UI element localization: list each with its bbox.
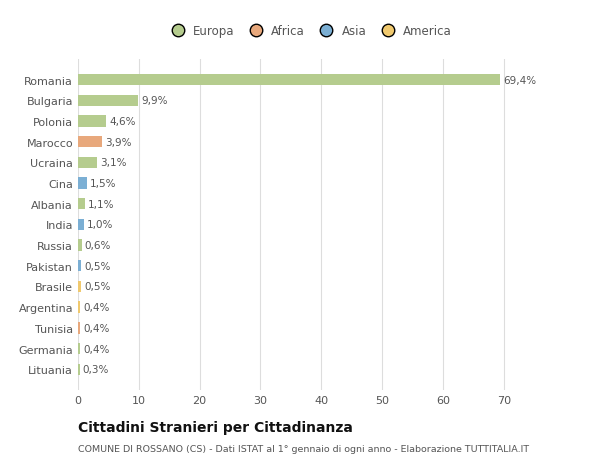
- Text: 3,9%: 3,9%: [105, 137, 131, 147]
- Bar: [78, 323, 80, 334]
- Text: 0,4%: 0,4%: [83, 302, 110, 313]
- Text: 0,4%: 0,4%: [83, 344, 110, 354]
- Text: 0,4%: 0,4%: [83, 323, 110, 333]
- Text: 0,5%: 0,5%: [84, 282, 110, 292]
- Bar: [78, 95, 138, 106]
- Text: 9,9%: 9,9%: [141, 96, 168, 106]
- Text: 1,5%: 1,5%: [90, 179, 116, 189]
- Bar: [78, 219, 84, 230]
- Text: 1,1%: 1,1%: [88, 199, 114, 209]
- Text: 4,6%: 4,6%: [109, 117, 136, 127]
- Bar: [78, 261, 81, 272]
- Text: 3,1%: 3,1%: [100, 158, 127, 168]
- Text: 69,4%: 69,4%: [503, 75, 536, 85]
- Text: 0,3%: 0,3%: [83, 364, 109, 375]
- Bar: [78, 343, 80, 354]
- Bar: [78, 75, 500, 86]
- Bar: [78, 157, 97, 168]
- Text: 0,5%: 0,5%: [84, 261, 110, 271]
- Bar: [78, 137, 102, 148]
- Text: 1,0%: 1,0%: [87, 220, 113, 230]
- Text: 0,6%: 0,6%: [85, 241, 111, 251]
- Bar: [78, 364, 80, 375]
- Bar: [78, 281, 81, 292]
- Bar: [78, 199, 85, 210]
- Bar: [78, 302, 80, 313]
- Legend: Europa, Africa, Asia, America: Europa, Africa, Asia, America: [164, 22, 454, 40]
- Bar: [78, 240, 82, 251]
- Bar: [78, 116, 106, 127]
- Bar: [78, 178, 87, 189]
- Text: Cittadini Stranieri per Cittadinanza: Cittadini Stranieri per Cittadinanza: [78, 420, 353, 434]
- Text: COMUNE DI ROSSANO (CS) - Dati ISTAT al 1° gennaio di ogni anno - Elaborazione TU: COMUNE DI ROSSANO (CS) - Dati ISTAT al 1…: [78, 444, 529, 453]
